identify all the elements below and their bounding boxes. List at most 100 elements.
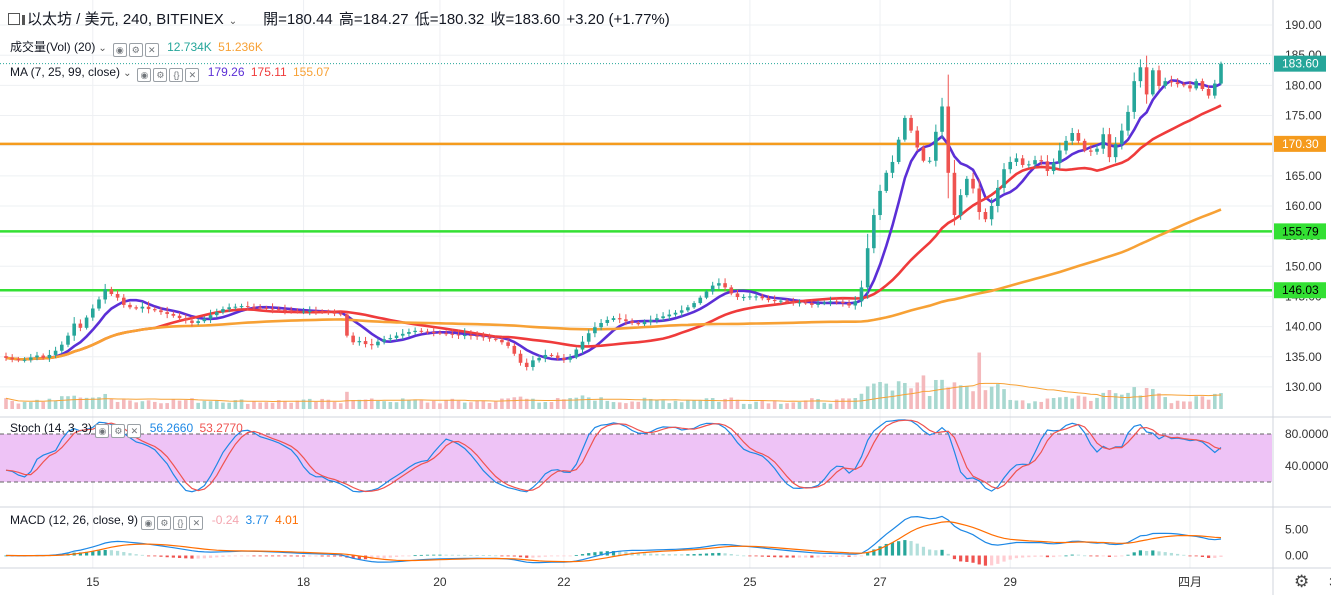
macd-histogram-bar <box>1083 555 1087 557</box>
volume-bar <box>363 399 368 409</box>
volume-bar <box>847 398 851 409</box>
ohlc-open: 開=180.44 <box>263 11 333 28</box>
gear-icon[interactable]: ⚙ <box>111 424 126 438</box>
candle-body <box>735 293 740 298</box>
gear-icon[interactable]: ⚙ <box>1294 572 1310 591</box>
macd-histogram-bar <box>804 555 808 558</box>
volume-bar <box>338 403 343 409</box>
macd-histogram-bar <box>184 555 188 559</box>
time-axis-tick: 27 <box>873 575 887 589</box>
candle-body <box>816 303 820 305</box>
eye-icon[interactable]: ◉ <box>95 424 110 438</box>
volume-bar <box>66 396 70 409</box>
macd-axis-tick: 0.00 <box>1285 549 1309 563</box>
volume-bar <box>741 403 746 409</box>
close-icon[interactable]: ✕ <box>127 424 142 438</box>
macd-histogram-bar <box>711 553 715 556</box>
macd-histogram-bar <box>748 555 752 557</box>
volume-bar <box>357 399 362 409</box>
volume-bar <box>661 400 665 409</box>
volume-bar <box>549 402 554 409</box>
candle-body <box>289 310 293 312</box>
macd-histogram-bar <box>853 555 857 557</box>
candle-body <box>1182 84 1186 86</box>
close-icon[interactable]: ✕ <box>144 43 159 57</box>
chevron-down-icon[interactable]: ⌄ <box>98 43 107 54</box>
macd-histogram-bar <box>1039 555 1043 557</box>
price-axis-tick: 135.00 <box>1285 350 1322 364</box>
volume-legend: 成交量(Vol) (20) ⌄ ◉ ⚙ ✕ 12.734K 51.236K <box>10 39 263 57</box>
ma7-line <box>5 79 1222 361</box>
macd-histogram-bar <box>909 541 913 556</box>
eye-icon[interactable]: ◉ <box>141 516 156 530</box>
price-axis-tick: 180.00 <box>1285 78 1322 92</box>
candle-body <box>431 332 436 334</box>
candle-body <box>729 287 734 294</box>
macd-histogram-bar <box>915 543 919 556</box>
candle-body <box>1058 150 1062 163</box>
candle-body <box>214 312 219 316</box>
candle-body <box>252 306 256 308</box>
symbol-title[interactable]: 以太坊 / 美元, 240, BITFINEX <box>27 11 224 28</box>
code-icon[interactable]: {} <box>173 516 188 530</box>
eye-icon[interactable]: ◉ <box>137 68 152 82</box>
chevron-down-icon[interactable]: ⌄ <box>123 68 132 79</box>
price-level-tag <box>1274 282 1326 299</box>
macd-histogram-bar <box>822 555 826 558</box>
volume-bar <box>214 400 219 409</box>
candle-body <box>679 310 684 313</box>
macd-legend-label[interactable]: MACD (12, 26, close, 9) <box>10 513 139 527</box>
macd-histogram-bar <box>704 553 709 556</box>
gear-icon[interactable]: ⚙ <box>153 68 168 82</box>
chevron-down-icon[interactable]: ⌄ <box>228 16 238 27</box>
candle-body <box>1151 70 1155 95</box>
eye-icon[interactable]: ◉ <box>112 43 127 57</box>
candle-body <box>407 332 411 334</box>
time-axis-tick: 20 <box>433 575 447 589</box>
macd-histogram-bar <box>97 550 101 556</box>
macd-histogram-bar <box>208 555 213 558</box>
code-icon[interactable]: {} <box>169 68 184 82</box>
macd-histogram-bar <box>773 555 777 558</box>
volume-bar <box>754 401 758 409</box>
macd-histogram-bar <box>469 554 473 556</box>
macd-histogram-bar <box>258 555 262 557</box>
candle-body <box>878 190 882 216</box>
macd-histogram-bar <box>903 540 907 556</box>
volume-bar <box>977 352 982 409</box>
candle-body <box>934 131 938 161</box>
candle-body <box>593 327 597 334</box>
macd-histogram-bar <box>1194 555 1198 557</box>
volume-bar <box>1169 403 1174 409</box>
macd-histogram-bar <box>122 552 126 556</box>
volume-bar <box>276 400 281 409</box>
candle-body <box>202 318 207 322</box>
stoch-axis-tick: 80.0000 <box>1285 427 1329 441</box>
candle-body <box>103 289 107 300</box>
candle-body <box>493 338 498 340</box>
gear-icon[interactable]: ⚙ <box>128 43 143 57</box>
stoch-legend-label[interactable]: Stoch (14, 3, 3) <box>10 421 93 435</box>
volume-legend-label[interactable]: 成交量(Vol) (20) <box>10 40 96 54</box>
ma-legend-label[interactable]: MA (7, 25, 99, close) <box>10 65 121 79</box>
collapse-square-icon[interactable] <box>8 13 20 25</box>
candle-body <box>109 289 114 295</box>
candle-body <box>462 335 467 337</box>
time-axis-tick: 3 <box>1329 575 1331 589</box>
macd-histogram-bar <box>816 555 820 558</box>
candle-body <box>1175 82 1180 85</box>
gear-icon[interactable]: ⚙ <box>157 516 172 530</box>
volume-bar <box>574 397 579 409</box>
volume-bar <box>791 402 796 409</box>
macd-histogram-bar <box>667 554 671 556</box>
volume-bar <box>853 398 858 409</box>
volume-bar <box>636 401 641 409</box>
candle-body <box>983 212 988 220</box>
macd-histogram-bar <box>723 553 727 556</box>
macd-histogram-bar <box>264 555 268 557</box>
close-icon[interactable]: ✕ <box>185 68 200 82</box>
price-level-label: 155.79 <box>1282 224 1319 238</box>
close-icon[interactable]: ✕ <box>189 516 204 530</box>
candle-body <box>320 311 324 313</box>
